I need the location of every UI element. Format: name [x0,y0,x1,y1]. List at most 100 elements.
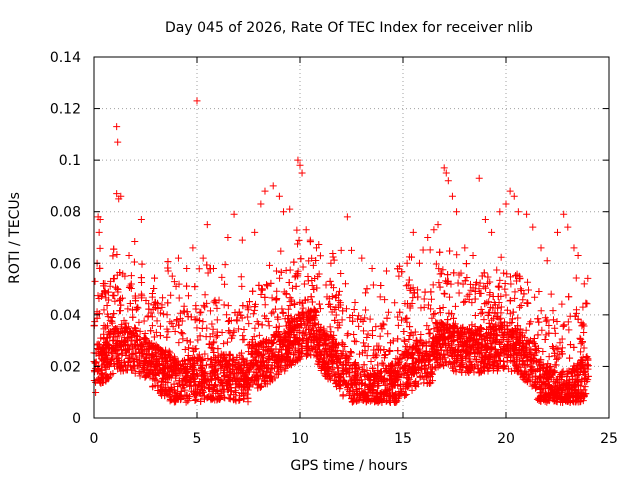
data-point [210,348,218,356]
data-point [128,350,136,358]
data-point [309,345,317,353]
data-point [326,323,334,331]
data-point [335,364,343,372]
data-point [466,355,474,363]
data-point [156,309,164,317]
data-point [316,355,324,363]
data-point [151,376,159,384]
data-point [554,345,562,353]
data-point [195,317,203,325]
data-point [572,274,580,282]
data-point [435,265,443,273]
data-point [462,354,470,362]
data-point [277,247,285,255]
data-point [406,286,414,294]
data-point [183,282,191,290]
data-point [400,336,408,344]
data-point [448,333,456,341]
data-point [95,310,103,318]
data-point [260,337,268,345]
data-point [538,380,546,388]
data-point [386,347,394,355]
data-point [258,285,266,293]
data-point [524,299,532,307]
data-point [486,278,494,286]
data-point [384,330,392,338]
data-point [394,347,402,355]
data-point [181,366,189,374]
data-point [409,354,417,362]
data-point [564,386,572,394]
data-point [326,277,334,285]
data-point [414,293,422,301]
data-point [371,370,379,378]
data-point [478,308,486,316]
data-point [203,299,211,307]
data-point [511,366,519,374]
data-point [332,378,340,386]
data-point [237,382,245,390]
data-point [382,351,390,359]
data-point [184,313,192,321]
data-point [500,364,508,372]
data-point [476,289,484,297]
data-point [442,358,450,366]
data-point [369,331,377,339]
data-point [485,319,493,327]
data-point [516,330,524,338]
data-point [405,276,413,284]
data-point [169,323,177,331]
data-point [542,331,550,339]
data-point [297,255,305,263]
data-point [479,367,487,375]
data-point [321,340,329,348]
data-point [359,390,367,398]
data-point [224,317,232,325]
data-point [171,328,179,336]
data-point [239,389,247,397]
data-point [109,337,117,345]
data-point [436,283,444,291]
data-point [141,329,149,337]
data-point [310,286,318,294]
data-point [401,391,409,399]
data-point [546,362,554,370]
data-point [308,298,316,306]
data-point [330,368,338,376]
data-point [472,356,480,364]
data-point [158,303,166,311]
data-point [486,288,494,296]
data-point [402,282,410,290]
data-point [531,293,539,301]
data-point [503,331,511,339]
data-point [127,272,135,280]
data-point [273,287,281,295]
data-point [494,352,502,360]
data-point [197,397,205,405]
data-point [164,328,172,336]
data-point [163,333,171,341]
data-point [267,372,275,380]
data-point [365,380,373,388]
data-point [394,313,402,321]
data-point [305,326,313,334]
data-point [416,336,424,344]
data-point [574,371,582,379]
data-point [316,252,324,260]
data-point [404,300,412,308]
data-point [158,388,166,396]
data-point [272,296,280,304]
data-point [198,366,206,374]
data-point [122,324,130,332]
data-point [304,350,312,358]
data-point [497,309,505,317]
data-point [454,347,462,355]
data-point [91,368,99,376]
data-point [255,366,263,374]
data-point [410,289,418,297]
data-point [204,354,212,362]
data-point [336,301,344,309]
data-point [515,335,523,343]
data-point [199,318,207,326]
